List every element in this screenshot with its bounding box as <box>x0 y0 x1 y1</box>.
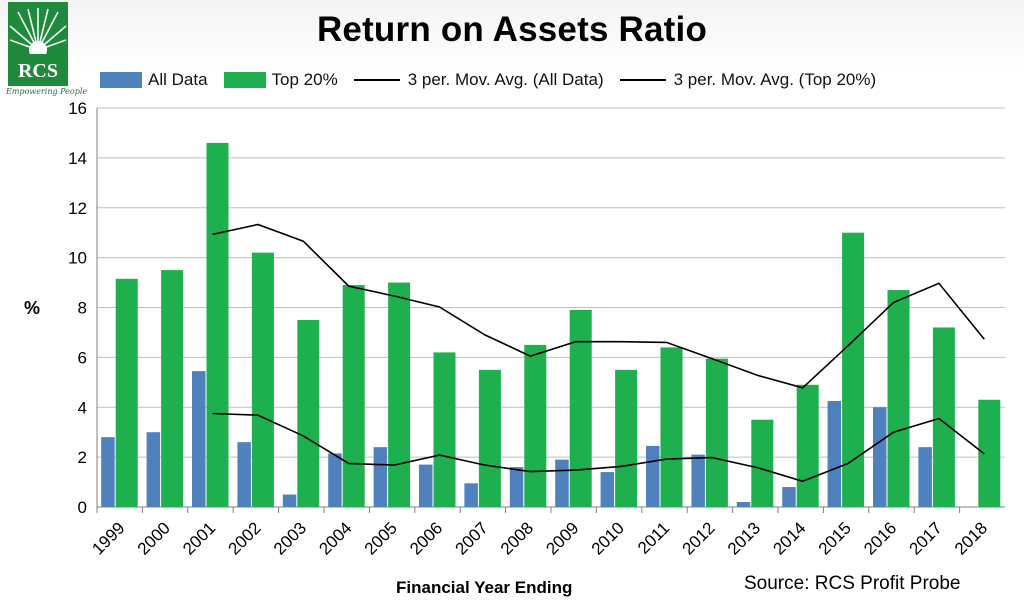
bar-all-data-2001 <box>192 371 206 507</box>
x-tick-label: 2011 <box>634 518 673 557</box>
bar-top20-2005 <box>388 282 411 507</box>
bar-top20-2012 <box>705 358 728 507</box>
bar-top20-2015 <box>842 232 865 507</box>
y-tick-label: 2 <box>78 448 87 467</box>
x-tick-label: 2013 <box>724 518 764 558</box>
logo-text: RCS <box>17 60 58 82</box>
bar-top20-2013 <box>751 419 774 507</box>
chart-title: Return on Assets Ratio <box>316 10 708 49</box>
x-tick-label: 2010 <box>588 518 628 558</box>
x-tick-label: 2003 <box>270 518 310 558</box>
bar-all-data-2004 <box>328 453 342 507</box>
bar-top20-2006 <box>433 352 456 507</box>
legend-item-mov-avg-top20: 3 per. Mov. Avg. (Top 20%) <box>619 70 877 90</box>
x-tick-label: 2007 <box>452 518 492 558</box>
bar-top20-2008 <box>524 344 547 507</box>
x-tick-label: 2006 <box>406 518 446 558</box>
bar-all-data-2010 <box>600 472 615 507</box>
bar-top20-2004 <box>342 285 365 507</box>
bar-top20-2009 <box>569 309 592 507</box>
bar-all-data-2017 <box>918 447 932 507</box>
source-note: Source: RCS Profit Probe <box>744 573 961 594</box>
bar-top20-2017 <box>932 327 955 507</box>
bar-all-data-1999 <box>101 437 115 507</box>
logo-tagline: Empowering People <box>6 87 88 96</box>
bar-all-data-2012 <box>691 454 705 507</box>
x-tick-label: 1999 <box>88 518 128 558</box>
rcs-logo: RCS Empowering People <box>6 2 87 104</box>
bar-top20-2000 <box>161 270 184 507</box>
legend-item-all-data: All Data <box>100 70 208 90</box>
y-tick-label: 6 <box>78 348 87 367</box>
legend-label-all-data: All Data <box>148 70 208 89</box>
bar-all-data-2007 <box>464 483 478 507</box>
y-tick-label: 0 <box>78 498 87 517</box>
bar-top20-1999 <box>115 278 138 507</box>
bar-all-data-2003 <box>282 494 297 507</box>
x-tick-label: 2002 <box>225 518 265 558</box>
y-tick-label: 16 <box>68 99 87 118</box>
bar-top20-2018 <box>978 399 1001 507</box>
y-tick-label: 4 <box>78 398 87 417</box>
bar-all-data-2006 <box>419 464 433 507</box>
bar-top20-2014 <box>796 384 819 507</box>
bar-all-data-2000 <box>146 432 161 507</box>
legend-swatch-top20 <box>223 72 266 88</box>
x-tick-label: 2009 <box>542 518 582 558</box>
legend-line-mov-avg-top20 <box>619 79 666 81</box>
bar-all-data-2015 <box>827 401 842 507</box>
bar-all-data-2014 <box>782 487 796 507</box>
bar-all-data-2008 <box>509 467 524 507</box>
bar-top20-2002 <box>251 252 274 507</box>
x-tick-label: 2004 <box>315 518 355 558</box>
legend-label-top20: Top 20% <box>271 70 338 89</box>
legend-item-mov-avg-all: 3 per. Mov. Avg. (All Data) <box>353 70 604 90</box>
x-tick-label: 2001 <box>179 518 219 558</box>
legend: All Data Top 20% 3 per. Mov. Avg. (All D… <box>100 68 892 92</box>
x-tick-label: 2012 <box>679 518 719 558</box>
legend-line-mov-avg-all <box>353 79 400 81</box>
bar-top20-2001 <box>206 142 229 507</box>
legend-swatch-all-data <box>100 72 142 88</box>
legend-label-mov-avg-top20: 3 per. Mov. Avg. (Top 20%) <box>673 70 877 89</box>
bar-top20-2003 <box>297 319 320 507</box>
bar-all-data-2009 <box>555 459 569 507</box>
y-tick-label: 14 <box>68 149 87 168</box>
bar-all-data-2005 <box>373 447 388 507</box>
y-tick-label: 8 <box>78 299 87 318</box>
x-tick-label: 2017 <box>906 518 946 558</box>
y-tick-label: 10 <box>68 249 87 268</box>
bar-top20-2010 <box>615 369 638 507</box>
x-tick-label: 2000 <box>134 518 174 558</box>
bar-all-data-2013 <box>736 502 751 507</box>
x-axis-label: Financial Year Ending <box>396 578 573 597</box>
y-axis-label: % <box>24 298 41 318</box>
bar-all-data-2011 <box>646 445 660 507</box>
x-tick-label: 2005 <box>361 518 401 558</box>
legend-label-mov-avg-all: 3 per. Mov. Avg. (All Data) <box>407 70 604 89</box>
bar-top20-2011 <box>660 347 683 507</box>
bar-top20-2016 <box>887 290 910 507</box>
x-tick-label: 2018 <box>951 518 991 558</box>
bar-top20-2007 <box>478 369 501 507</box>
bar-all-data-2016 <box>873 407 887 507</box>
legend-item-top20: Top 20% <box>223 70 338 90</box>
y-tick-label: 12 <box>68 199 87 218</box>
line-mov-avg-all-data <box>212 412 985 483</box>
x-tick-label: 2016 <box>860 518 900 558</box>
x-tick-label: 2014 <box>769 518 809 558</box>
bar-all-data-2002 <box>237 442 251 507</box>
x-tick-label: 2008 <box>497 518 537 558</box>
logo-emblem-icon <box>8 2 68 86</box>
line-mov-avg-top20 <box>212 223 985 389</box>
x-tick-label: 2015 <box>815 518 855 558</box>
